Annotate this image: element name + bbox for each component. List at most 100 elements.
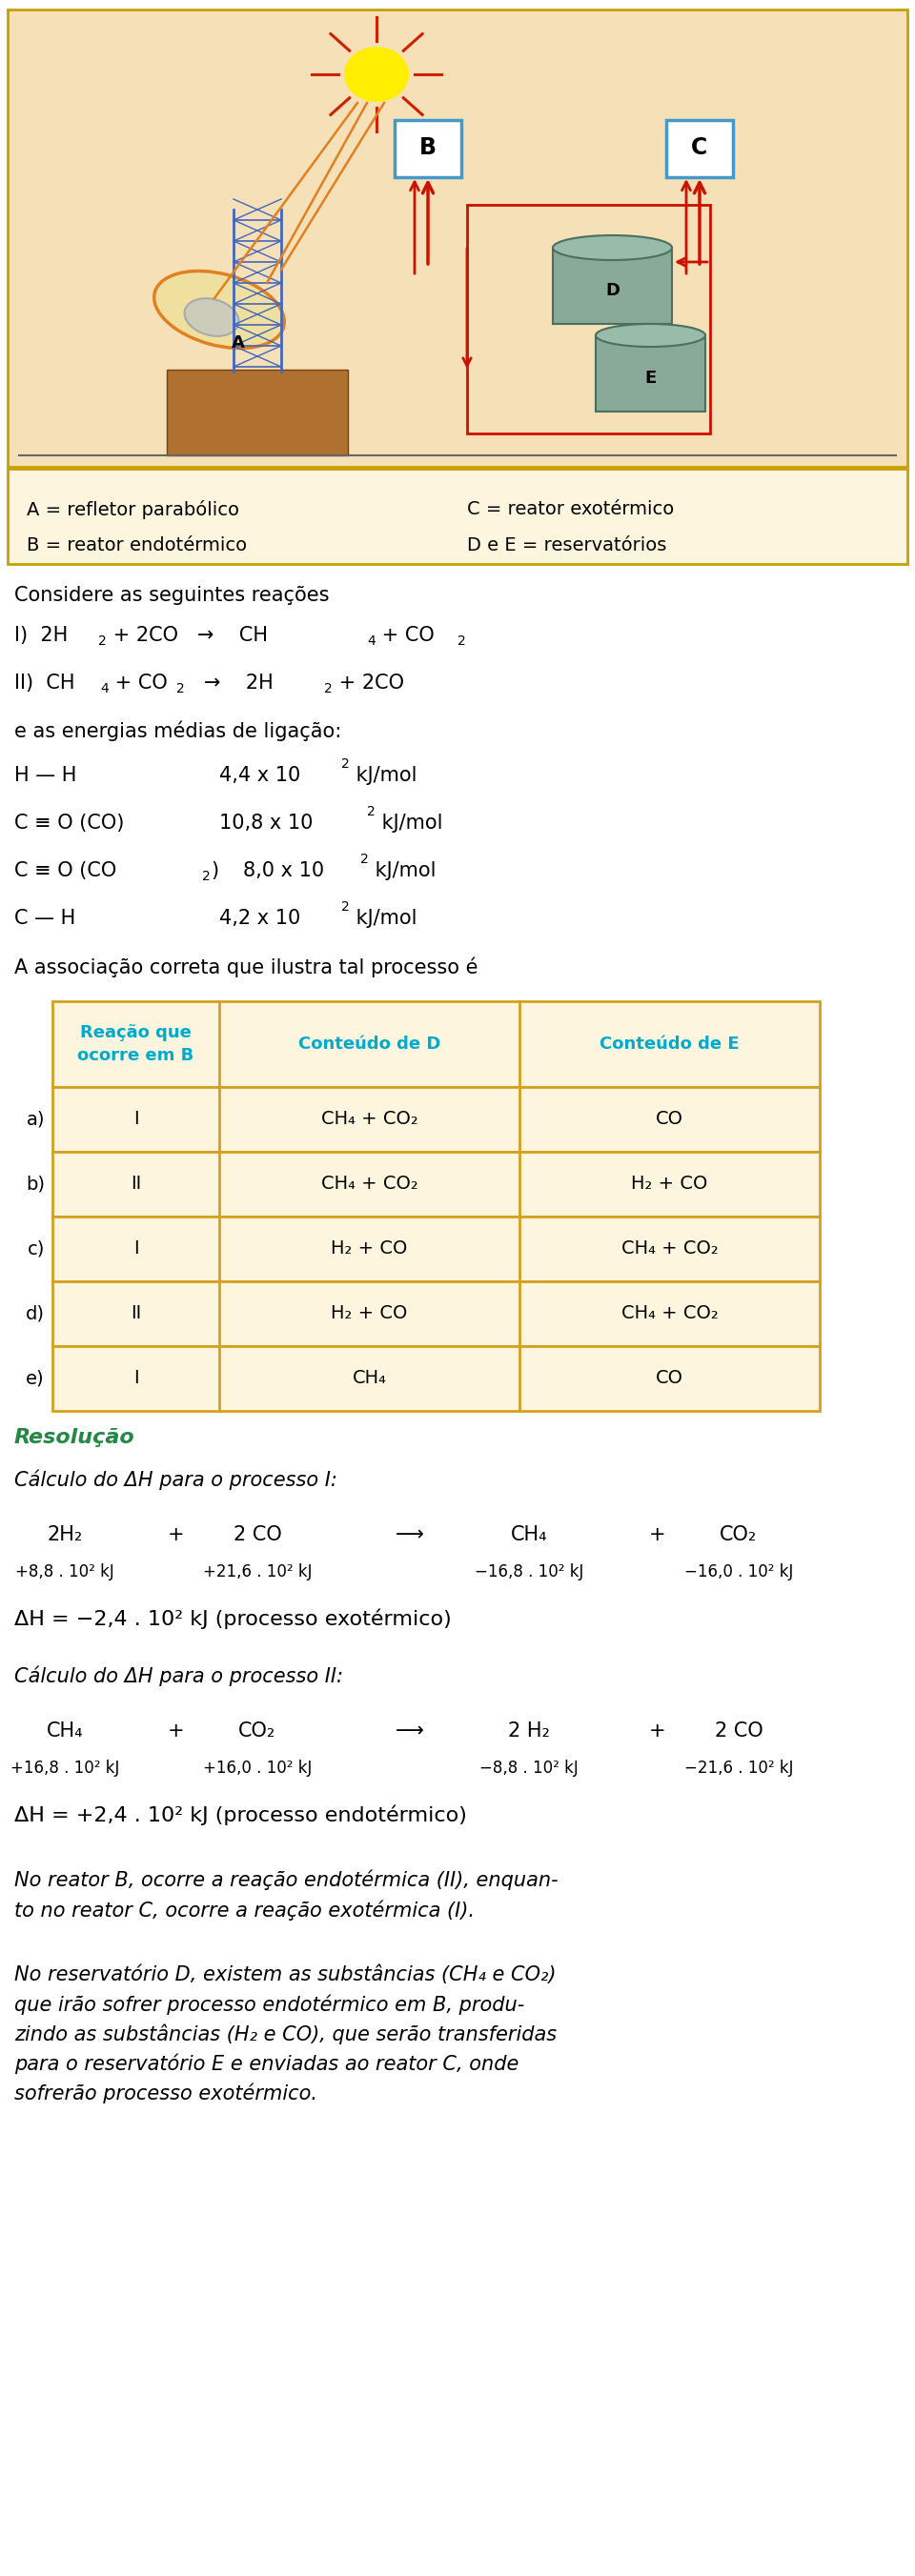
Text: I: I — [134, 1370, 138, 1388]
Text: CH₄ + CO₂: CH₄ + CO₂ — [321, 1175, 418, 1193]
Text: c): c) — [27, 1239, 45, 1257]
Text: 4,4 x 10: 4,4 x 10 — [220, 765, 300, 786]
Bar — [167, 368, 348, 456]
Text: +16,8 . 10² kJ: +16,8 . 10² kJ — [10, 1759, 119, 1777]
Bar — [52, 1151, 820, 1216]
Text: Conteúdo de E: Conteúdo de E — [599, 1036, 739, 1054]
Text: Cálculo do ΔH para o processo II:: Cálculo do ΔH para o processo II: — [15, 1667, 343, 1687]
Text: 4,2 x 10: 4,2 x 10 — [220, 909, 300, 927]
Text: H₂ + CO: H₂ + CO — [631, 1175, 708, 1193]
Text: ⟶: ⟶ — [395, 1525, 424, 1543]
Text: CH₄: CH₄ — [511, 1525, 547, 1543]
Text: Considere as seguintes reações: Considere as seguintes reações — [15, 585, 329, 605]
Text: I: I — [134, 1110, 138, 1128]
Text: +16,0 . 10² kJ: +16,0 . 10² kJ — [203, 1759, 312, 1777]
Bar — [7, 469, 908, 564]
Ellipse shape — [185, 299, 239, 335]
FancyBboxPatch shape — [666, 121, 733, 178]
Text: 4: 4 — [367, 634, 375, 647]
Text: 2: 2 — [361, 853, 369, 866]
Text: +: + — [650, 1721, 666, 1741]
Text: a): a) — [27, 1110, 45, 1128]
Bar — [553, 247, 672, 325]
Text: I)  2H: I) 2H — [15, 626, 68, 644]
Text: Reação que
ocorre em B: Reação que ocorre em B — [78, 1025, 194, 1064]
Ellipse shape — [344, 46, 409, 103]
Text: −8,8 . 10² kJ: −8,8 . 10² kJ — [479, 1759, 578, 1777]
Text: No reservatório D, existem as substâncias (CH₄ e CO₂)
que irão sofrer processo e: No reservatório D, existem as substância… — [15, 1965, 556, 2105]
Text: −16,8 . 10² kJ: −16,8 . 10² kJ — [475, 1564, 584, 1582]
Text: CH₄: CH₄ — [352, 1370, 386, 1388]
Text: ΔH = +2,4 . 10² kJ (processo endotérmico): ΔH = +2,4 . 10² kJ (processo endotérmico… — [15, 1806, 467, 1826]
Text: + CO: + CO — [375, 626, 435, 644]
Text: kJ/mol: kJ/mol — [369, 860, 436, 881]
Text: 2H₂: 2H₂ — [47, 1525, 82, 1543]
Bar — [596, 335, 705, 412]
Text: ): ) — [210, 860, 219, 881]
Text: ΔH = −2,4 . 10² kJ (processo exotérmico): ΔH = −2,4 . 10² kJ (processo exotérmico) — [15, 1610, 451, 1631]
Text: kJ/mol: kJ/mol — [350, 909, 417, 927]
Text: 4: 4 — [100, 683, 108, 696]
Text: 2: 2 — [367, 804, 375, 819]
Text: D: D — [605, 281, 619, 299]
Text: B: B — [419, 137, 436, 160]
Text: No reator B, ocorre a reação endotérmica (II), enquan-
to no reator C, ocorre a : No reator B, ocorre a reação endotérmica… — [15, 1870, 558, 1919]
Ellipse shape — [596, 325, 705, 348]
Text: CH₄ + CO₂: CH₄ + CO₂ — [321, 1110, 418, 1128]
Text: + 2CO: + 2CO — [333, 672, 404, 693]
Text: 2: 2 — [98, 634, 106, 647]
Text: I: I — [134, 1239, 138, 1257]
Text: A associação correta que ilustra tal processo é: A associação correta que ilustra tal pro… — [15, 956, 478, 976]
Text: 8,0 x 10: 8,0 x 10 — [243, 860, 324, 881]
Text: −21,6 . 10² kJ: −21,6 . 10² kJ — [684, 1759, 793, 1777]
Text: Conteúdo de D: Conteúdo de D — [298, 1036, 440, 1054]
Text: +: + — [168, 1721, 185, 1741]
Text: CO: CO — [656, 1370, 684, 1388]
Text: e as energias médias de ligação:: e as energias médias de ligação: — [15, 721, 341, 742]
Text: kJ/mol: kJ/mol — [375, 814, 443, 832]
Text: −16,0 . 10² kJ: −16,0 . 10² kJ — [684, 1564, 793, 1582]
Text: II: II — [131, 1303, 141, 1321]
Text: kJ/mol: kJ/mol — [350, 765, 417, 786]
Text: B = reator endotérmico: B = reator endotérmico — [27, 536, 247, 554]
Text: CO₂: CO₂ — [239, 1721, 276, 1741]
Text: e): e) — [27, 1370, 45, 1388]
Text: C = reator exotérmico: C = reator exotérmico — [467, 500, 674, 518]
Text: + CO: + CO — [109, 672, 167, 693]
Text: C ≡ O (CO): C ≡ O (CO) — [15, 814, 124, 832]
Bar — [52, 1347, 820, 1412]
Text: Resolução: Resolução — [15, 1427, 135, 1448]
Text: C: C — [692, 137, 708, 160]
Text: II: II — [131, 1175, 141, 1193]
Text: H₂ + CO: H₂ + CO — [331, 1239, 408, 1257]
Text: ⟶: ⟶ — [395, 1721, 424, 1741]
Text: CO: CO — [656, 1110, 684, 1128]
Text: CO₂: CO₂ — [720, 1525, 758, 1543]
Bar — [467, 206, 710, 433]
Text: A = refletor parabólico: A = refletor parabólico — [27, 500, 239, 520]
Text: II)  CH: II) CH — [15, 672, 75, 693]
Text: C — H: C — H — [15, 909, 76, 927]
Text: 2: 2 — [341, 899, 350, 914]
Text: 10,8 x 10: 10,8 x 10 — [220, 814, 313, 832]
FancyBboxPatch shape — [394, 121, 461, 178]
Text: +21,6 . 10² kJ: +21,6 . 10² kJ — [203, 1564, 312, 1582]
Text: 2: 2 — [458, 634, 466, 647]
Text: →    2H: → 2H — [185, 672, 274, 693]
Text: CH₄: CH₄ — [47, 1721, 83, 1741]
Text: H — H: H — H — [15, 765, 77, 786]
Bar — [52, 1280, 820, 1347]
Text: 2: 2 — [177, 683, 185, 696]
Text: 2 H₂: 2 H₂ — [508, 1721, 550, 1741]
Ellipse shape — [553, 234, 672, 260]
Text: CH₄ + CO₂: CH₄ + CO₂ — [621, 1303, 718, 1321]
Bar — [52, 1216, 820, 1280]
Text: +8,8 . 10² kJ: +8,8 . 10² kJ — [16, 1564, 114, 1582]
Text: H₂ + CO: H₂ + CO — [331, 1303, 408, 1321]
Text: 2 CO: 2 CO — [715, 1721, 763, 1741]
Text: C ≡ O (CO: C ≡ O (CO — [15, 860, 116, 881]
Text: +: + — [650, 1525, 666, 1543]
Text: Cálculo do ΔH para o processo I:: Cálculo do ΔH para o processo I: — [15, 1471, 338, 1492]
Text: 2: 2 — [202, 871, 210, 884]
Text: d): d) — [26, 1303, 45, 1321]
